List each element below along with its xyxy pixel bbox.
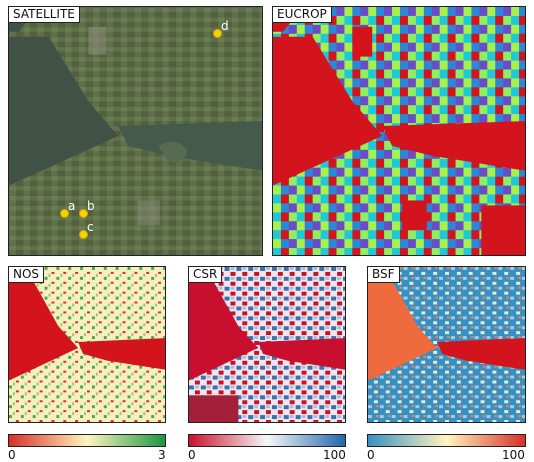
csr-colorbar-max: 100 bbox=[323, 448, 346, 462]
bsf-colorbar bbox=[367, 434, 526, 447]
eucrop-panel: EUCROP bbox=[272, 6, 526, 256]
nos-colorbar-min: 0 bbox=[8, 448, 16, 462]
csr-map bbox=[189, 267, 345, 422]
csr-colorbar bbox=[188, 434, 346, 447]
marker-dot-icon bbox=[79, 209, 88, 218]
marker-dot-icon bbox=[213, 29, 222, 38]
csr-label: CSR bbox=[189, 267, 223, 283]
marker-c-label: c bbox=[87, 220, 94, 234]
nos-label: NOS bbox=[9, 267, 45, 283]
marker-dot-icon bbox=[60, 209, 69, 218]
csr-colorbar-min: 0 bbox=[188, 448, 196, 462]
eucrop-map bbox=[273, 7, 525, 255]
nos-map bbox=[9, 267, 165, 422]
eucrop-label: EUCROP bbox=[273, 7, 332, 23]
satellite-label: SATELLITE bbox=[9, 7, 80, 23]
bsf-map bbox=[368, 267, 525, 422]
marker-d-label: d bbox=[221, 19, 229, 33]
satellite-map bbox=[9, 7, 262, 255]
marker-b-label: b bbox=[87, 199, 95, 213]
nos-panel: NOS bbox=[8, 266, 166, 423]
bsf-colorbar-max: 100 bbox=[502, 448, 525, 462]
marker-a-label: a bbox=[68, 199, 76, 213]
bsf-colorbar-min: 0 bbox=[367, 448, 375, 462]
marker-dot-icon bbox=[79, 230, 88, 239]
bsf-label: BSF bbox=[368, 267, 400, 283]
nos-colorbar-max: 3 bbox=[158, 448, 166, 462]
satellite-panel: SATELLITE a b c d bbox=[8, 6, 263, 256]
nos-colorbar bbox=[8, 434, 166, 447]
csr-panel: CSR bbox=[188, 266, 346, 423]
bsf-panel: BSF bbox=[367, 266, 526, 423]
